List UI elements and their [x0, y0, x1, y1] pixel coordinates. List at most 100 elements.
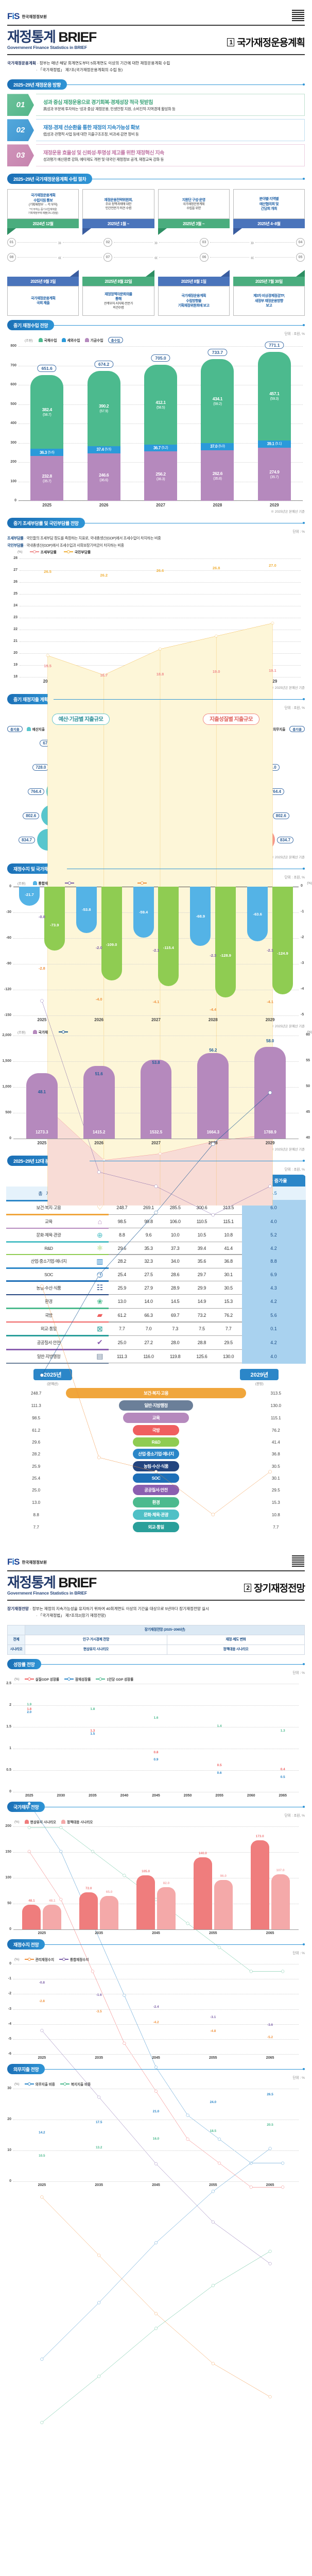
card-heading: 재정운용 효율성 및 신뢰성·투명성 제고를 위한 재정혁신 지속 — [43, 150, 164, 157]
legend-item: 잠재성장률 — [64, 1676, 91, 1682]
y-tick: 800 — [10, 344, 16, 348]
section-title-text: 국가재정운용계획 — [237, 38, 305, 49]
growth-unit: 단위 : % — [292, 1671, 305, 1675]
flow-date: 2025년 7월 30일 — [233, 277, 305, 286]
flow-line-1: 재정정책자문회의를 통해 — [105, 292, 132, 301]
chevron-right-icon: » — [154, 239, 158, 246]
x-tick: 2026 — [99, 503, 109, 508]
data-label: 10.5 — [39, 2154, 45, 2158]
chevron-left-icon: « — [58, 253, 62, 261]
legend-swatch — [32, 1030, 37, 1035]
data-label: 14.2 — [39, 2130, 45, 2134]
bar-status-quo: 140.0 — [193, 1852, 212, 1929]
legend-item: 세외수입 — [61, 337, 80, 343]
gridline: -5 — [8, 2037, 299, 2041]
flow-tail — [158, 228, 230, 235]
matrix-cell: 재정·제도 변화 — [167, 1635, 305, 1646]
legend-label: 세외수입 — [67, 339, 80, 343]
legend-item: 관리재정수지 — [24, 1957, 54, 1962]
brand-name: 한국재정정보원 — [22, 1560, 47, 1565]
flow-date: 2025년 1월 ~ — [82, 219, 154, 229]
y-tick: 1.5 — [6, 1725, 11, 1728]
segment-nontax: 39.1 (5.1) — [257, 440, 291, 448]
expenditure-pill: 중기 재정지출 계획 — [7, 694, 55, 705]
data-label: 107.0 — [276, 1869, 285, 1872]
y-tick: 0 — [9, 2179, 11, 2183]
flow-date: 2025년 9월 3일 — [7, 277, 79, 286]
data-label: 1415.2 — [92, 1130, 106, 1135]
step-connector — [255, 257, 294, 258]
total-label-left: 834.7 — [18, 836, 35, 843]
qr-code-icon[interactable] — [291, 8, 305, 22]
y-axis-unit: (조원) — [25, 338, 33, 343]
data-label: 56.2 — [209, 1048, 217, 1053]
y-tick: 20 — [13, 651, 18, 655]
data-label: 1.9 — [27, 1703, 32, 1707]
data-label: 1.6 — [153, 1716, 159, 1720]
procedure-flow-bottom: 2025년 9월 3일 국가재정운용계획 국회 제출 2025년 8월 22일 재정정책… — [0, 265, 312, 316]
qr-code-icon[interactable] — [291, 1554, 305, 1568]
data-label: 1.8 — [27, 1707, 32, 1711]
brand-logo-2: FiS 한국재정정보원 — [7, 1557, 47, 1567]
data-label: -63.6 — [253, 911, 262, 917]
card-heading: 성과 중심 재정운용으로 경기회복·경제성장 적극 뒷받침 — [43, 100, 153, 106]
y-tick: 21 — [13, 639, 18, 643]
note-line-1-2: 정부는 재정의 지속가능성을 유지하기 위하여 40회계연도 이상의 기간을 대… — [32, 1606, 209, 1612]
data-label: 17.5 — [95, 2121, 102, 2124]
top-bar-2: FiS 한국재정정보원 — [0, 1546, 312, 1569]
cell-value: 10.5 — [197, 1232, 206, 1238]
flow-line-1: 제3차 비상경제점검TF, 새정부 재정운용방향 보고 — [253, 294, 285, 308]
tab-budget-fund[interactable]: 예산·기금별 지출규모 — [51, 714, 110, 725]
y-axis-unit: (%) — [14, 1820, 20, 1824]
compare-left-value: 248.7 — [30, 1391, 42, 1396]
matrix-title: 장기재정전망 (2025~2065년) — [25, 1625, 305, 1636]
y-tick: -3 — [8, 2007, 11, 2011]
cell-value: 10.8 — [224, 1232, 233, 1238]
step-connector — [114, 242, 153, 243]
y-tick-right: 40 — [306, 1136, 310, 1140]
atom-icon: ⚛ — [96, 1244, 103, 1252]
y-axis-unit: (%) — [14, 2082, 20, 2086]
tab-expenditure-nature[interactable]: 지출성질별 지출규모 — [203, 714, 259, 725]
bar-managed-balance: -124.9 — [272, 887, 293, 994]
ltbalance-section-head: 재정수지 전망 — [0, 1935, 312, 1950]
segment-tax: 412.1 (58.5) — [144, 365, 178, 445]
pill-line — [40, 1663, 305, 1665]
bar-national-debt: 1415.2 — [83, 1065, 115, 1139]
bar-status-quo: 48.1 — [22, 1899, 41, 1929]
data-label: 26.6 — [156, 568, 164, 573]
step-connector — [114, 257, 153, 258]
y-tick: 200 — [10, 460, 16, 464]
y-tick: 25 — [13, 592, 18, 596]
bar-consolidated-balance: -59.4 — [133, 887, 154, 938]
cell-value: 27.5 — [144, 1272, 153, 1277]
cell-value: 98.5 — [117, 1218, 127, 1224]
step-badge: 07 — [103, 253, 112, 262]
compare-left-value: 25.9 — [32, 1464, 41, 1469]
x-tick: 2065 — [279, 1794, 287, 1798]
step-connector — [159, 242, 198, 243]
step-badge: 04 — [296, 238, 305, 247]
data-label: 65.0 — [106, 1890, 113, 1894]
legend-total-pill: 총수입 — [108, 337, 124, 344]
cell-avg-growth: 5.2 — [241, 1229, 306, 1242]
total-label-left: 802.6 — [23, 812, 40, 819]
table-row: R&D ⚛ 29.6 35.3 37.3 39.4 41.4 4.2 — [6, 1242, 306, 1254]
revenue-section-head: 중기 재정수입 전망 — [0, 316, 312, 331]
y-tick: 28 — [13, 556, 18, 561]
accent-bar — [6, 1227, 109, 1229]
note-label-2: 장기재정전망 — [7, 1606, 29, 1612]
title-divider — [7, 54, 305, 56]
cell-value: 37.3 — [171, 1245, 180, 1251]
step-badge: 06 — [200, 253, 209, 262]
row-accent — [6, 1280, 306, 1282]
step-badge: 03 — [200, 238, 209, 247]
bar-managed-balance: -115.4 — [158, 887, 179, 986]
header-divider-2 — [7, 1570, 305, 1572]
flow-date: 2025년 4~8월 — [233, 219, 305, 229]
top-bar: FiS 한국재정정보원 — [0, 0, 312, 24]
y-tick: -1 — [8, 1977, 11, 1981]
y-tick-left: 2,000 — [2, 1033, 11, 1038]
data-label: 173.0 — [255, 1835, 264, 1838]
table-row: 교육 ⌂ 98.5 99.8 106.0 110.5 115.1 4.0 — [6, 1215, 306, 1228]
